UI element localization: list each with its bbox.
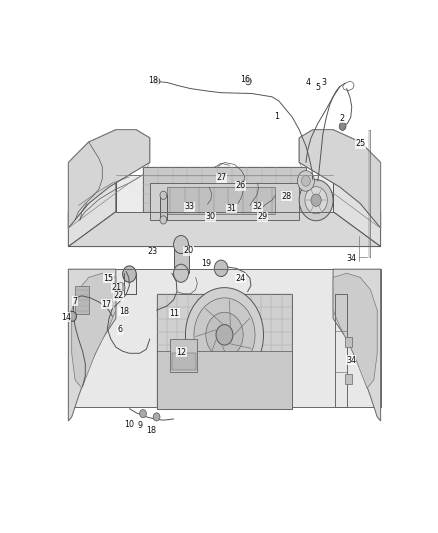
Circle shape xyxy=(214,260,228,277)
Polygon shape xyxy=(160,195,167,220)
Polygon shape xyxy=(172,353,196,370)
Circle shape xyxy=(114,290,121,298)
Polygon shape xyxy=(68,269,116,421)
Polygon shape xyxy=(72,273,116,388)
Text: 10: 10 xyxy=(124,420,134,429)
Text: 2: 2 xyxy=(340,114,345,123)
Polygon shape xyxy=(173,245,189,273)
Text: 1: 1 xyxy=(275,111,279,120)
Polygon shape xyxy=(299,130,381,228)
Circle shape xyxy=(140,409,146,418)
Circle shape xyxy=(299,180,333,221)
Text: 26: 26 xyxy=(236,181,246,190)
Circle shape xyxy=(160,216,167,224)
Circle shape xyxy=(216,325,233,345)
Circle shape xyxy=(206,312,243,358)
Circle shape xyxy=(173,264,188,282)
Text: 7: 7 xyxy=(73,297,78,306)
Polygon shape xyxy=(68,130,150,228)
Polygon shape xyxy=(68,212,381,247)
Text: 23: 23 xyxy=(148,247,158,256)
Polygon shape xyxy=(345,337,352,347)
Text: 31: 31 xyxy=(226,204,236,213)
Text: 11: 11 xyxy=(170,309,180,318)
Text: 5: 5 xyxy=(315,83,320,92)
Text: 21: 21 xyxy=(112,283,122,292)
Polygon shape xyxy=(156,294,293,409)
Circle shape xyxy=(155,78,160,84)
Text: 20: 20 xyxy=(183,246,193,255)
Text: 18: 18 xyxy=(119,307,129,316)
Text: 33: 33 xyxy=(185,203,195,211)
Circle shape xyxy=(245,77,251,85)
Polygon shape xyxy=(116,175,333,212)
Text: 32: 32 xyxy=(253,203,263,211)
Polygon shape xyxy=(333,273,377,388)
Circle shape xyxy=(160,191,167,199)
Circle shape xyxy=(117,282,125,293)
Circle shape xyxy=(301,175,311,186)
Circle shape xyxy=(68,311,77,321)
Circle shape xyxy=(339,122,346,131)
Text: 4: 4 xyxy=(305,77,310,86)
Polygon shape xyxy=(68,175,116,247)
Text: 28: 28 xyxy=(281,191,291,200)
Circle shape xyxy=(305,187,327,214)
Polygon shape xyxy=(68,269,381,407)
Text: 18: 18 xyxy=(148,76,158,85)
Polygon shape xyxy=(333,175,381,247)
Text: 22: 22 xyxy=(113,292,124,300)
Text: 3: 3 xyxy=(321,77,326,86)
Polygon shape xyxy=(156,351,293,409)
Text: 17: 17 xyxy=(101,300,111,309)
Text: 12: 12 xyxy=(177,348,187,357)
Text: 24: 24 xyxy=(236,273,246,282)
Circle shape xyxy=(194,298,255,372)
Text: 15: 15 xyxy=(103,273,113,282)
Text: 9: 9 xyxy=(138,421,143,430)
Text: 34: 34 xyxy=(346,254,356,263)
Polygon shape xyxy=(333,269,381,421)
Text: 6: 6 xyxy=(118,326,123,334)
Circle shape xyxy=(185,288,264,382)
Text: 16: 16 xyxy=(240,75,250,84)
Polygon shape xyxy=(167,187,276,214)
Text: 30: 30 xyxy=(206,212,216,221)
Text: 18: 18 xyxy=(146,426,156,435)
Circle shape xyxy=(123,266,136,282)
Text: 14: 14 xyxy=(61,313,71,322)
Text: 25: 25 xyxy=(356,140,366,149)
Circle shape xyxy=(297,171,314,191)
Polygon shape xyxy=(345,374,352,384)
Polygon shape xyxy=(143,166,306,212)
Circle shape xyxy=(311,194,321,206)
Circle shape xyxy=(173,236,188,254)
Polygon shape xyxy=(150,183,299,220)
Polygon shape xyxy=(170,339,197,372)
Text: 19: 19 xyxy=(201,260,211,268)
Text: 29: 29 xyxy=(258,212,268,221)
Text: 34: 34 xyxy=(346,356,356,365)
Text: 27: 27 xyxy=(216,173,226,182)
Polygon shape xyxy=(75,286,88,314)
Circle shape xyxy=(153,413,160,421)
